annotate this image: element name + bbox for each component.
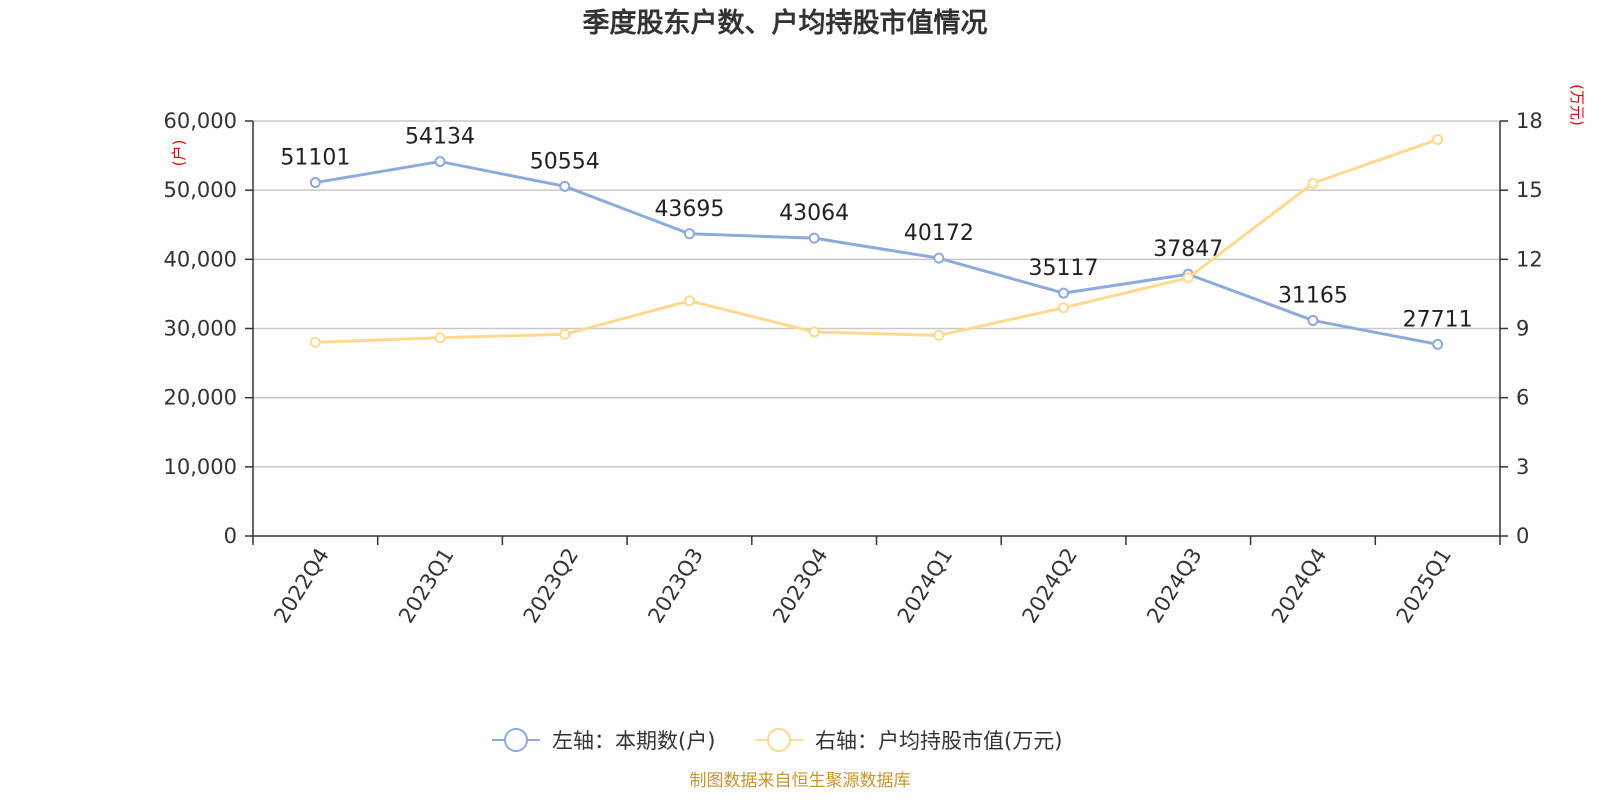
- data-source: 制图数据来自恒生聚源数据库: [690, 771, 911, 791]
- avg-value-point[interactable]: [1307, 177, 1319, 189]
- right-axis-unit: (万元): [1568, 84, 1586, 126]
- data-label: 43064: [779, 201, 849, 226]
- data-label: 35117: [1029, 256, 1099, 281]
- legend-marker: [767, 728, 791, 752]
- holders-point[interactable]: [1432, 338, 1444, 350]
- legend-item-holders[interactable]: 左轴：本期数(户): [492, 728, 715, 753]
- avg-value-point[interactable]: [309, 336, 321, 348]
- holders-point[interactable]: [559, 180, 571, 192]
- data-label: 40172: [904, 221, 974, 246]
- holders-point[interactable]: [933, 252, 945, 264]
- right-tick-label: 3: [1516, 455, 1529, 479]
- left-tick-label: 40,000: [164, 247, 237, 271]
- holders-point[interactable]: [309, 177, 321, 189]
- x-tick-label: 2023Q2: [519, 544, 584, 627]
- x-axis-ticks: 2022Q4 2023Q1 2023Q2 2023Q3 2023Q4 2024Q1 2024…: [269, 544, 1456, 627]
- x-tick-label: 2024Q1: [893, 544, 958, 627]
- right-tick-label: 18: [1516, 109, 1543, 133]
- series-line-holders: [315, 160, 1438, 346]
- avg-value-point[interactable]: [808, 326, 820, 338]
- legend-item-avg-value[interactable]: 右轴：户均持股市值(万元): [755, 728, 1062, 753]
- left-tick-label: 0: [224, 524, 237, 548]
- right-tick-label: 9: [1516, 317, 1529, 341]
- avg-value-point[interactable]: [1432, 133, 1444, 145]
- legend-label: 右轴：户均持股市值(万元): [815, 729, 1062, 753]
- legend[interactable]: 左轴：本期数(户) 右轴：户均持股市值(万元): [492, 728, 1062, 753]
- right-tick-label: 12: [1516, 247, 1543, 271]
- x-tick-label: 2024Q2: [1018, 544, 1083, 627]
- holders-point[interactable]: [434, 156, 446, 168]
- series-line-avg-value: [315, 138, 1439, 344]
- series-group: 51101 54134 50554 43695 43064 40172 35117 37847…: [280, 125, 1473, 350]
- data-label: 50554: [530, 149, 600, 174]
- right-axis-ticks: 0 3 6 9 12 15 18: [1516, 109, 1543, 548]
- data-label: 31165: [1278, 283, 1348, 308]
- x-tick-label: 2023Q1: [394, 544, 459, 627]
- data-label: 43695: [654, 197, 724, 222]
- legend-label: 左轴：本期数(户): [552, 729, 715, 753]
- avg-value-point[interactable]: [559, 328, 571, 340]
- axes: [245, 120, 1508, 545]
- left-tick-label: 50,000: [164, 178, 237, 202]
- holders-point[interactable]: [683, 228, 695, 240]
- left-axis-ticks: 0 10,000 20,000 30,000 40,000 50,000 60,000: [164, 109, 237, 548]
- x-tick-label: 2024Q4: [1267, 544, 1332, 627]
- avg-value-point[interactable]: [683, 295, 695, 307]
- right-tick-label: 6: [1516, 386, 1529, 410]
- data-label: 27711: [1403, 307, 1473, 332]
- left-tick-label: 20,000: [164, 386, 237, 410]
- right-tick-label: 15: [1516, 178, 1543, 202]
- x-tick-label: 2023Q3: [643, 544, 708, 627]
- left-tick-label: 30,000: [164, 317, 237, 341]
- left-tick-label: 10,000: [164, 455, 237, 479]
- left-tick-label: 60,000: [164, 109, 237, 133]
- x-tick-label: 2022Q4: [269, 544, 334, 627]
- holders-point[interactable]: [1307, 314, 1319, 326]
- x-tick-label: 2025Q1: [1392, 544, 1457, 627]
- x-tick-label: 2024Q3: [1142, 544, 1207, 627]
- grid: [253, 120, 1500, 468]
- left-axis-unit: (户): [170, 140, 188, 167]
- data-label: 37847: [1153, 237, 1223, 262]
- data-label: 54134: [405, 125, 475, 150]
- holders-point[interactable]: [1058, 287, 1070, 299]
- right-tick-label: 0: [1516, 524, 1529, 548]
- avg-value-point[interactable]: [434, 332, 446, 344]
- avg-value-point[interactable]: [1182, 272, 1194, 284]
- data-label: 51101: [280, 146, 350, 171]
- x-tick-label: 2023Q4: [768, 544, 833, 627]
- chart-title: 季度股东户数、户均持股市值情况: [583, 7, 988, 39]
- avg-value-point[interactable]: [933, 329, 945, 341]
- legend-marker: [504, 728, 528, 752]
- avg-value-point[interactable]: [1058, 302, 1070, 314]
- holders-point[interactable]: [808, 232, 820, 244]
